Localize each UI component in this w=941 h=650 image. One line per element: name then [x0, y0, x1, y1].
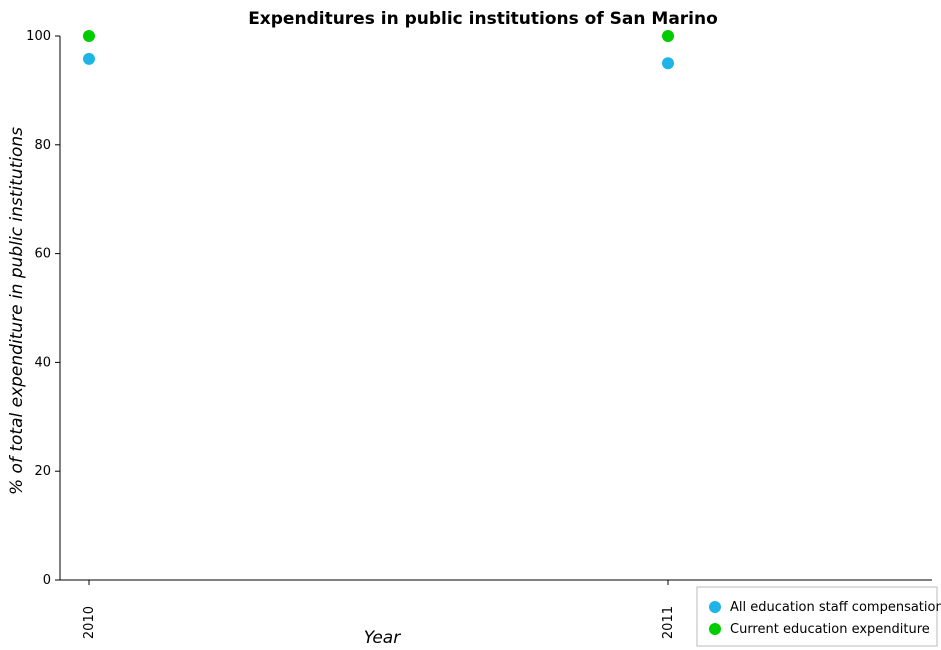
legend-box [696, 586, 938, 647]
data-point-staff-compensation [83, 52, 95, 65]
plot-area: 0 20 40 60 80 100 2010 2011 [26, 29, 932, 639]
y-axis-label: % of total expenditure in public institu… [7, 127, 27, 495]
data-point-current-expenditure [662, 30, 674, 42]
chart-title: Expenditures in public institutions of S… [248, 9, 718, 29]
legend-marker [709, 623, 721, 635]
x-tick-label: 2010 [82, 606, 97, 639]
y-tick-label: 20 [34, 464, 51, 479]
legend-label: Current education expenditure [730, 622, 930, 637]
x-axis-label: Year [364, 628, 401, 648]
y-tick-label: 100 [26, 29, 51, 44]
y-tick-label: 40 [34, 355, 51, 370]
y-tick-label: 80 [34, 138, 51, 153]
y-tick-label: 60 [34, 247, 51, 262]
legend-label: All education staff compensation [730, 600, 941, 615]
y-tick-label: 0 [43, 573, 51, 588]
x-tick-label: 2011 [661, 606, 676, 639]
legend-marker [709, 601, 721, 613]
data-point-staff-compensation [662, 57, 674, 70]
data-point-current-expenditure [83, 30, 95, 42]
legend: All education staff compensation Current … [696, 586, 941, 647]
